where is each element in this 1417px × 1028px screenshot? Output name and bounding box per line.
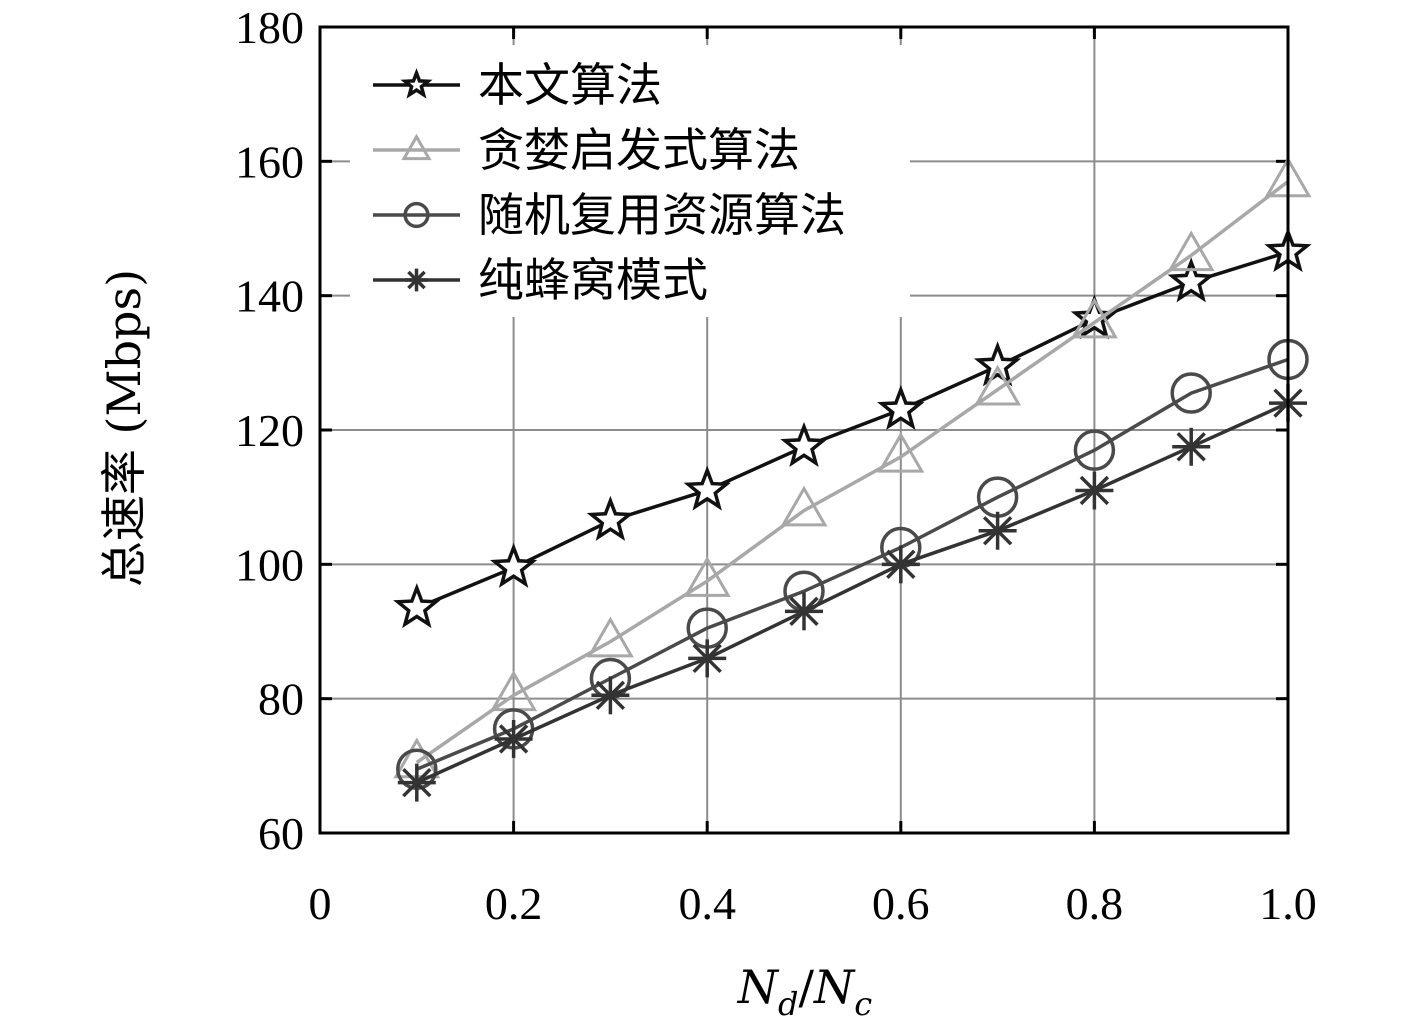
series-2 bbox=[393, 156, 1312, 779]
data-point bbox=[688, 639, 727, 678]
x-axis-title-n2: N bbox=[813, 960, 856, 1014]
data-point bbox=[1070, 297, 1118, 339]
data-point bbox=[785, 592, 823, 631]
x-tick-label: 0.2 bbox=[485, 878, 543, 929]
legend-entry: 本文算法 bbox=[373, 58, 662, 112]
x-tick-label: 0.6 bbox=[872, 878, 930, 929]
legend-swatch-marker bbox=[401, 133, 432, 161]
data-point bbox=[586, 495, 635, 541]
data-point bbox=[489, 542, 538, 588]
legend-entry: 贪婪启发式算法 bbox=[373, 123, 800, 177]
y-tick-label: 60 bbox=[258, 808, 304, 859]
x-axis-title-sub-d: d bbox=[778, 985, 798, 1023]
y-tick-label: 160 bbox=[235, 136, 304, 187]
y-axis-title: 总速率 (Mbps) bbox=[97, 269, 151, 587]
data-point bbox=[974, 364, 1022, 406]
series-line bbox=[415, 180, 1290, 764]
x-tick-label: 1.0 bbox=[1259, 878, 1317, 929]
x-axis-title: Nd/Nc bbox=[737, 960, 872, 1023]
data-point bbox=[877, 384, 925, 430]
y-tick-label: 140 bbox=[235, 271, 304, 322]
data-point bbox=[393, 583, 441, 629]
data-point bbox=[973, 341, 1022, 387]
legend-swatch-marker bbox=[405, 268, 428, 292]
x-axis-title-n1: N bbox=[737, 960, 780, 1014]
data-point bbox=[1075, 471, 1114, 510]
data-point bbox=[397, 763, 436, 802]
x-axis-title-slash: / bbox=[799, 960, 815, 1014]
legend-entry: 纯蜂窝模式 bbox=[373, 253, 708, 307]
legend-label: 本文算法 bbox=[478, 58, 662, 112]
series-line bbox=[416, 401, 1289, 785]
y-tick-labels: 60 80 100 120 140 160 180 bbox=[235, 2, 304, 859]
data-point bbox=[683, 465, 731, 511]
legend-entry: 随机复用资源算法 bbox=[373, 188, 846, 242]
x-tick-label: 0 bbox=[309, 878, 332, 929]
data-point bbox=[591, 676, 630, 715]
series-line bbox=[416, 250, 1289, 610]
data-point bbox=[881, 545, 920, 584]
series-4 bbox=[397, 384, 1307, 802]
legend-swatch-marker bbox=[400, 68, 433, 99]
data-point bbox=[780, 485, 828, 527]
legend-label: 贪婪启发式算法 bbox=[478, 123, 800, 177]
data-point bbox=[877, 431, 925, 473]
legend-swatch-marker bbox=[403, 201, 430, 229]
x-tick-label: 0.8 bbox=[1066, 878, 1124, 929]
y-tick-label: 180 bbox=[235, 2, 304, 53]
y-tick-label: 120 bbox=[235, 405, 304, 456]
data-point bbox=[1170, 372, 1212, 414]
legend-box bbox=[350, 45, 910, 317]
data-point bbox=[586, 616, 634, 658]
data-point bbox=[978, 511, 1017, 550]
data-point bbox=[1167, 257, 1215, 303]
data-point bbox=[683, 556, 731, 597]
series-line bbox=[416, 357, 1289, 771]
data-point bbox=[1167, 230, 1215, 272]
data-point bbox=[494, 719, 533, 758]
y-tick-label: 100 bbox=[235, 539, 304, 590]
legend-label: 随机复用资源算法 bbox=[478, 188, 846, 242]
y-tick-label: 80 bbox=[258, 674, 304, 725]
data-point bbox=[1073, 429, 1116, 471]
legend-label: 纯蜂窝模式 bbox=[478, 253, 708, 307]
x-tick-label: 0.4 bbox=[678, 878, 736, 929]
data-point bbox=[780, 421, 828, 467]
data-point bbox=[1172, 427, 1211, 466]
x-axis-title-sub-c: c bbox=[854, 985, 872, 1023]
x-tick-labels: 0 0.2 0.4 0.6 0.8 1.0 bbox=[309, 878, 1317, 929]
plot-frame bbox=[318, 25, 1290, 835]
